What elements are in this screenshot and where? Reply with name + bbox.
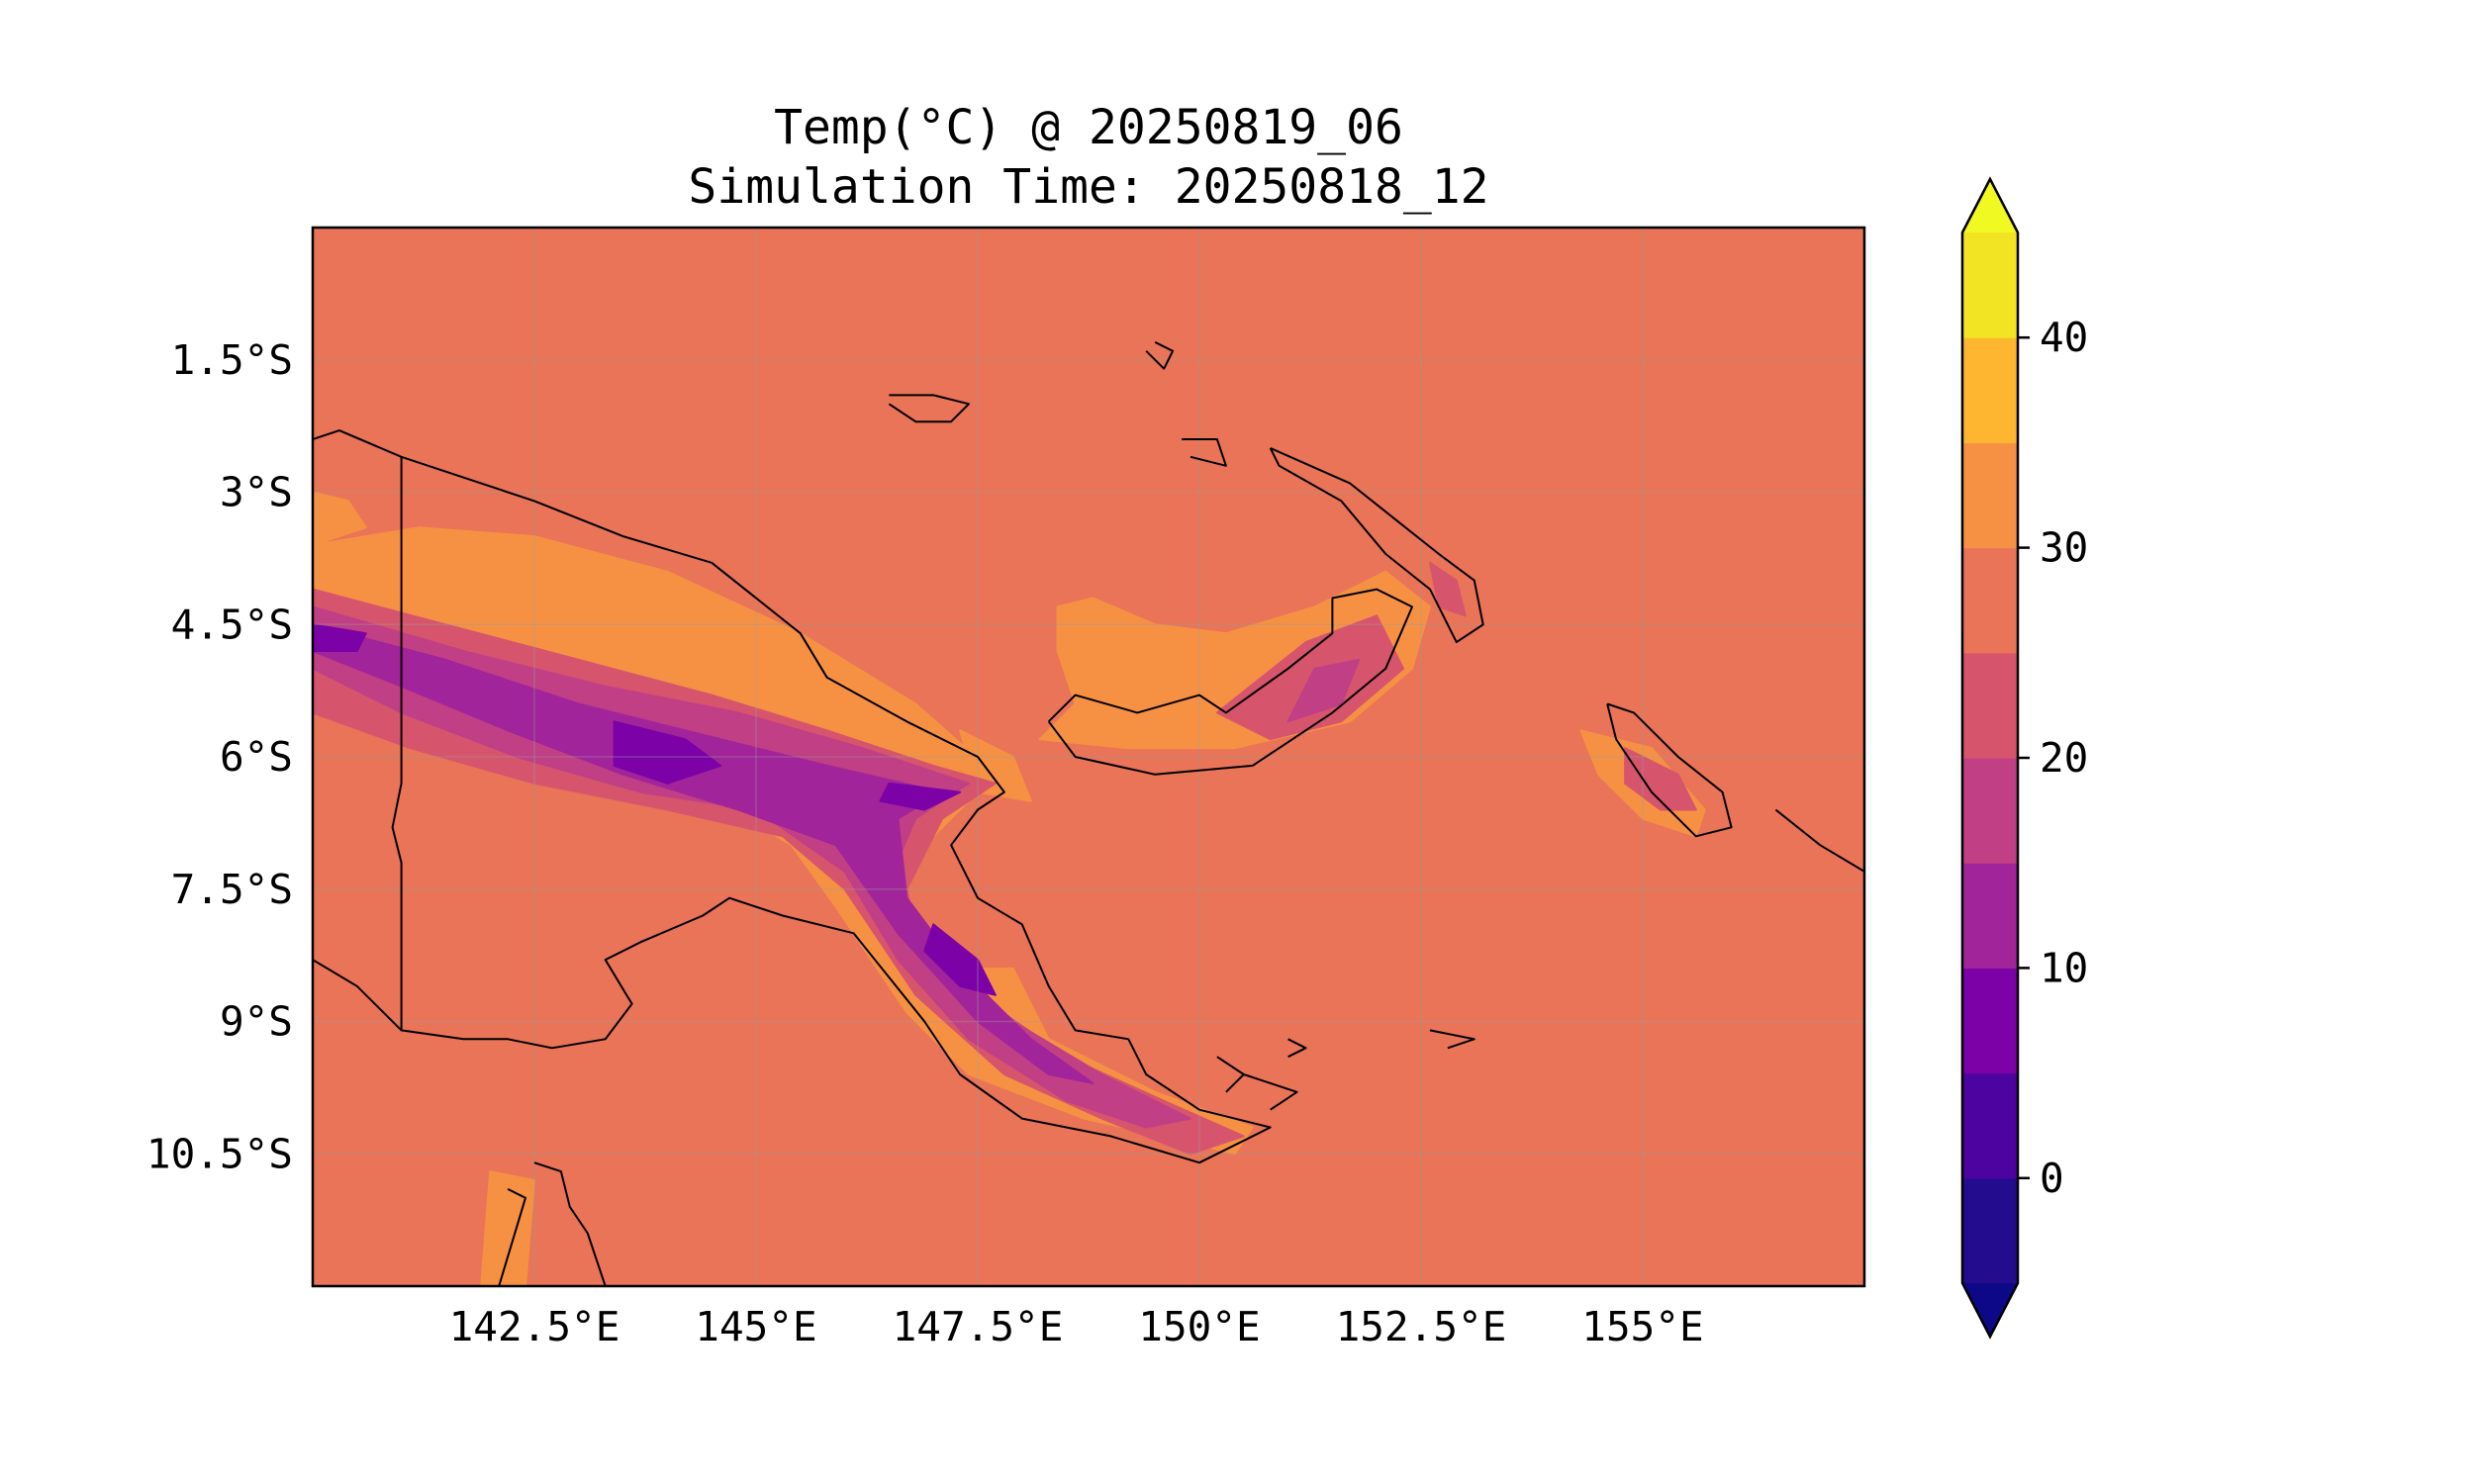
colorbar-outline (1960, 176, 2020, 1340)
x-tick-label: 145°E (695, 1303, 816, 1350)
map-frame (311, 226, 1866, 1288)
coastline (1243, 1073, 1298, 1111)
temperature-region-20-25 (1624, 747, 1697, 811)
coastline (1774, 808, 1864, 873)
coastline (1429, 1029, 1475, 1050)
colorbar-tick-label: 0 (2040, 1155, 2064, 1202)
coastline (1047, 588, 1413, 776)
y-tick-label: 10.5°S (146, 1130, 293, 1177)
colorbar-tick-label: 20 (2040, 734, 2088, 782)
coastline (313, 429, 402, 458)
y-tick-label: 1.5°S (171, 336, 293, 384)
coastline (533, 1161, 607, 1286)
coastline (498, 1188, 526, 1286)
coastline (888, 394, 970, 423)
coastline (1287, 1038, 1307, 1059)
y-tick-label: 7.5°S (171, 866, 293, 913)
y-tick-label: 6°S (220, 733, 293, 781)
gridlines (313, 228, 1864, 1286)
colorbar-segment (1962, 863, 2018, 969)
coastline (1182, 438, 1227, 467)
colorbar-segment (1962, 442, 2018, 549)
coastline (1145, 341, 1175, 370)
colorbar-tick-label: 40 (2040, 314, 2088, 361)
colorbar-segment (1962, 337, 2018, 443)
country-border (391, 456, 403, 1031)
x-tick-label: 142.5°E (449, 1303, 620, 1350)
temperature-region-5-10 (879, 782, 962, 811)
temperature-region-15-20 (1286, 658, 1361, 723)
temperature-region-20-25 (1429, 561, 1467, 617)
y-tick-label: 4.5°S (171, 601, 293, 648)
colorbar-segment (1962, 652, 2018, 759)
x-tick-label: 152.5°E (1336, 1303, 1507, 1350)
temperature-region-30-35 (313, 491, 367, 546)
colorbar-tick-label: 30 (2040, 524, 2088, 572)
temperature-region-10-15 (313, 623, 1094, 1084)
coastline (1606, 702, 1733, 838)
colorbar-segment (1962, 758, 2018, 864)
temperature-region-5-10 (613, 720, 722, 785)
colorbar-segment (1962, 1072, 2018, 1179)
x-tick-label: 147.5°E (893, 1303, 1064, 1350)
x-tick-label: 150°E (1138, 1303, 1260, 1350)
colorbar-segment (1962, 968, 2018, 1074)
y-tick-labels: 1.5°S 3°S 4.5°S 6°S 7.5°S 9°S 10.5°S (146, 336, 293, 1178)
coastline (1269, 446, 1484, 644)
colorbar-segment (1962, 547, 2018, 654)
x-tick-labels: 142.5°E 145°E 147.5°E 150°E 152.5°E 155°E (449, 1303, 1704, 1350)
plot-title: Temp(°C) @ 20250819_06 (774, 100, 1403, 155)
plot-subtitle: Simulation Time: 20250818_12 (688, 159, 1489, 215)
colorbar: 0 10 20 30 40 (1960, 176, 2088, 1340)
colorbar-extend-bottom (1962, 1283, 2018, 1337)
colorbar-tick-label: 10 (2040, 944, 2088, 991)
map-plot-area (313, 228, 1864, 1286)
temperature-region-5-10 (923, 923, 997, 996)
y-tick-label: 3°S (220, 469, 293, 516)
colorbar-segment (1962, 1177, 2018, 1284)
x-tick-label: 155°E (1581, 1303, 1703, 1350)
coastlines (313, 341, 1864, 1286)
colorbar-segment (1962, 232, 2018, 338)
y-tick-label: 9°S (220, 998, 293, 1046)
temperature-region-30-35 (480, 1170, 535, 1286)
temperature-region-5-10 (313, 623, 367, 652)
colorbar-extend-top (1962, 179, 2018, 232)
coastline (313, 455, 1272, 1164)
